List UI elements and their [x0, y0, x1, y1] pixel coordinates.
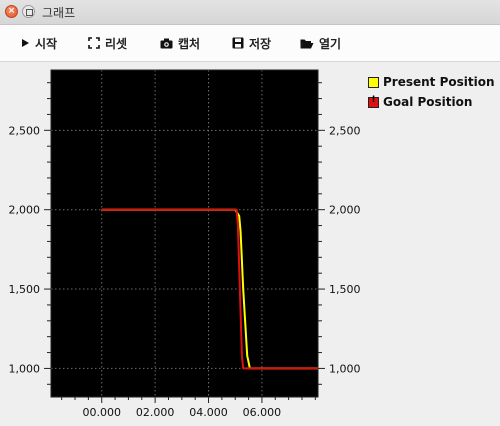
x-tick-label: 00.000 — [82, 406, 121, 419]
chart-legend: Present Position ! Goal Position — [368, 72, 495, 112]
reset-label: 리셋 — [105, 36, 128, 51]
folder-open-icon — [300, 39, 314, 48]
warning-mark-icon: ! — [371, 94, 376, 105]
y-tick-label-right: 1,000 — [329, 362, 361, 375]
y-tick-label-right: 2,500 — [329, 124, 361, 137]
y-tick-label-left: 2,000 — [9, 204, 41, 217]
start-label: 시작 — [35, 36, 58, 51]
x-tick-label: 06.000 — [243, 406, 282, 419]
y-tick-label-left: 1,500 — [9, 283, 41, 296]
open-label: 열기 — [319, 36, 342, 51]
floppy-disk-icon — [232, 37, 244, 49]
camera-icon — [160, 38, 173, 48]
save-button[interactable]: 저장 — [232, 35, 271, 51]
legend-swatch-present-position — [368, 76, 379, 88]
maximize-window-button[interactable] — [22, 5, 35, 18]
open-button[interactable]: 열기 — [300, 35, 341, 51]
save-label: 저장 — [249, 36, 272, 51]
y-tick-label-left: 2,500 — [9, 124, 41, 137]
plot-background — [51, 70, 318, 397]
y-tick-label-right: 1,500 — [329, 283, 361, 296]
y-tick-label-left: 1,000 — [9, 362, 41, 375]
legend-item-goal-position[interactable]: ! Goal Position — [368, 92, 495, 112]
start-button[interactable]: 시작 — [21, 35, 57, 51]
capture-button[interactable]: 캡처 — [160, 35, 200, 51]
plot-frame — [50, 69, 319, 398]
expand-icon — [88, 37, 100, 49]
legend-item-present-position[interactable]: Present Position — [368, 72, 495, 92]
position-chart[interactable]: 1,000 1,000 1,500 1,500 2,000 2,000 2,500 2,500… — [0, 62, 500, 426]
window-title: 그래프 — [42, 6, 76, 20]
x-tick-label: 02.000 — [136, 406, 175, 419]
toolbar: 시작 리셋 캡처 저장 열기 — [0, 25, 500, 62]
capture-label: 캡처 — [178, 36, 201, 51]
play-icon — [22, 39, 29, 47]
legend-label-goal-position: Goal Position — [383, 95, 473, 109]
legend-swatch-goal-position: ! — [368, 94, 379, 108]
y-tick-label-right: 2,000 — [329, 204, 361, 217]
reset-button[interactable]: 리셋 — [88, 35, 127, 51]
close-window-button[interactable]: × — [5, 5, 18, 18]
x-tick-label: 04.000 — [189, 406, 228, 419]
series-line-goal-position — [101, 208, 318, 370]
legend-label-present-position: Present Position — [383, 75, 495, 89]
window-titlebar: × 그래프 — [0, 0, 500, 25]
